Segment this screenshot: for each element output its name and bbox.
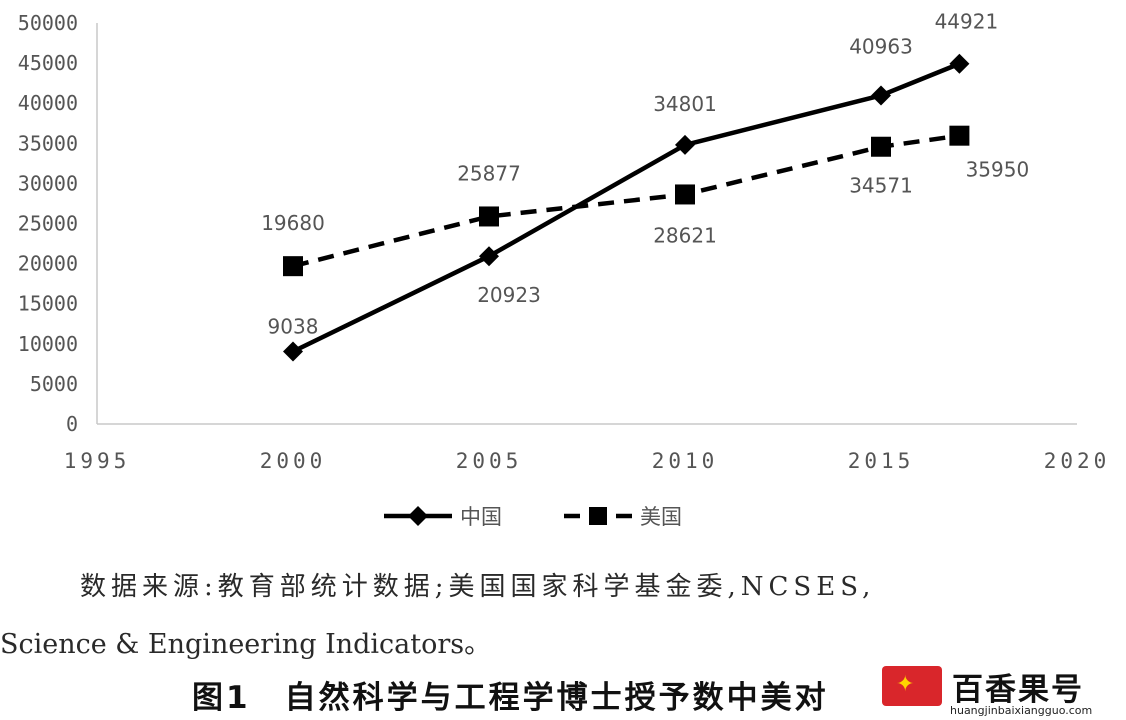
watermark-url: huangjinbaixiangguo.com (950, 704, 1093, 717)
data-label: 25877 (457, 161, 521, 185)
y-tick-label: 35000 (18, 131, 78, 155)
china-point-marker (949, 53, 970, 74)
data-label: 19680 (261, 211, 325, 235)
usa-point-marker (675, 184, 695, 205)
legend-marker (589, 507, 607, 525)
china-point-marker (283, 341, 303, 362)
source-note-line1: 数据来源:教育部统计数据;美国国家科学基金委,NCSES, (80, 572, 876, 602)
china-point-marker (479, 246, 499, 267)
x-tick-label: 2015 (848, 449, 915, 473)
data-label: 20923 (477, 283, 541, 307)
watermark-name: 百香果号 (952, 672, 1084, 708)
y-tick-label: 30000 (18, 171, 78, 195)
data-label: 44921 (935, 10, 999, 34)
series-lines (292, 61, 961, 354)
data-labels: 9038 20923 34801 40963 44921 19680 25877 28621 3… (261, 10, 1029, 339)
legend: 中国 美国 (384, 505, 682, 529)
usa-point-marker (949, 125, 970, 146)
x-tick-label: 1995 (64, 449, 131, 473)
x-axis-ticks: 1995 2000 2005 2010 2015 2020 (64, 449, 1111, 473)
usa-point-marker (871, 136, 891, 157)
chart-axes (96, 23, 1077, 425)
series-line-usa (292, 133, 960, 269)
source-note-line2: Science & Engineering Indicators。 (0, 629, 492, 660)
data-label: 34571 (849, 174, 913, 198)
figure-title: 图1 自然科学与工程学博士授予数中美对 (192, 680, 829, 716)
china-point-marker (675, 134, 695, 155)
y-tick-label: 10000 (18, 332, 78, 356)
y-tick-label: 25000 (18, 212, 78, 236)
x-tick-label: 2010 (652, 449, 719, 473)
china-point-marker (871, 85, 891, 106)
usa-point-marker (479, 206, 499, 227)
legend-label: 中国 (460, 505, 502, 529)
x-tick-label: 2000 (260, 449, 327, 473)
series-line-china (292, 61, 961, 354)
y-tick-label: 20000 (18, 252, 78, 276)
y-axis-ticks: 0 5000 10000 15000 20000 25000 30000 35000 40000… (18, 11, 78, 436)
legend-label: 美国 (640, 505, 682, 529)
watermark: ✦ 百香果号 huangjinbaixiangguo.com (880, 660, 1126, 720)
x-tick-label: 2005 (456, 449, 523, 473)
usa-point-marker (283, 256, 303, 277)
y-tick-label: 0 (66, 412, 78, 436)
x-tick-label: 2020 (1044, 449, 1111, 473)
y-tick-label: 50000 (18, 11, 78, 35)
y-tick-label: 5000 (30, 372, 78, 396)
data-label: 40963 (849, 34, 913, 58)
data-label: 9038 (268, 315, 319, 339)
y-tick-label: 15000 (18, 292, 78, 316)
y-tick-label: 45000 (18, 51, 78, 75)
series-markers (283, 53, 970, 362)
data-label: 28621 (653, 223, 717, 247)
data-label: 34801 (653, 92, 717, 116)
data-label: 35950 (966, 158, 1030, 182)
legend-marker (408, 506, 428, 526)
watermark-logo-icon: ✦ (882, 666, 942, 706)
line-chart: 0 5000 10000 15000 20000 25000 30000 35000 40000… (18, 10, 1111, 529)
y-tick-label: 40000 (18, 91, 78, 115)
